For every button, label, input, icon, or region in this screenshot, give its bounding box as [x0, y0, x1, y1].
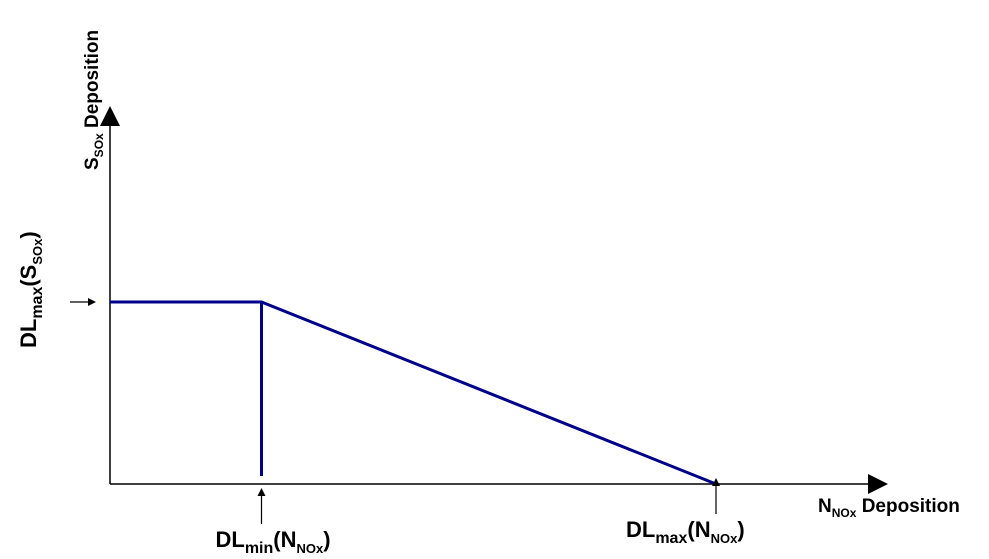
deposition-limit-line: [110, 300, 717, 486]
x-tick-label-dl-min-base: DL: [216, 527, 245, 552]
y-axis-arrowhead: [100, 106, 120, 126]
y-axis-title-sub: SOx: [92, 133, 106, 157]
x-tick-label-dl-min-arg: N: [281, 527, 297, 552]
x-tick-label-dl-min-base-sub: min: [245, 540, 273, 557]
x-tick-label-dl-min-arg-sub: NOx: [297, 541, 325, 556]
x-tick-label-dl-max-arg: N: [695, 517, 711, 542]
y-tick-label-dl-max-base-sub: max: [29, 287, 46, 319]
y-tick-label-dl-max-arg: S: [16, 265, 41, 280]
x-tick-label-dl-max-base-sub: max: [655, 530, 687, 547]
y-tick-label-dl-max: DLmax(SSOx): [16, 231, 46, 348]
x-axis-title-main: N: [818, 496, 832, 517]
x-axis-title-tail: Deposition: [862, 496, 960, 517]
x-tick-label-dl-max: DLmax(NNOx): [626, 517, 745, 547]
y-tick-marker-dl-max: [70, 298, 96, 306]
x-axis-title-sub: NOx: [832, 506, 857, 520]
x-tick-marker-dl-min: [257, 488, 266, 524]
y-tick-label-dl-max-base: DL: [16, 319, 41, 348]
y-axis-title-main: S: [82, 157, 103, 170]
y-tick-label-dl-max-arg-sub: SOx: [30, 238, 45, 265]
x-tick-label-dl-min: DLmin(NNOx): [216, 527, 331, 557]
x-tick-label-dl-max-base: DL: [626, 517, 655, 542]
x-axis-title: NNOx Deposition: [818, 496, 960, 520]
x-tick-marker-dl-max: [712, 478, 720, 514]
x-tick-label-dl-max-arg-sub: NOx: [711, 531, 739, 546]
y-axis-title: SSOx Deposition: [82, 30, 106, 170]
x-axis-arrowhead: [868, 474, 888, 494]
y-axis-title-tail: Deposition: [82, 30, 103, 128]
